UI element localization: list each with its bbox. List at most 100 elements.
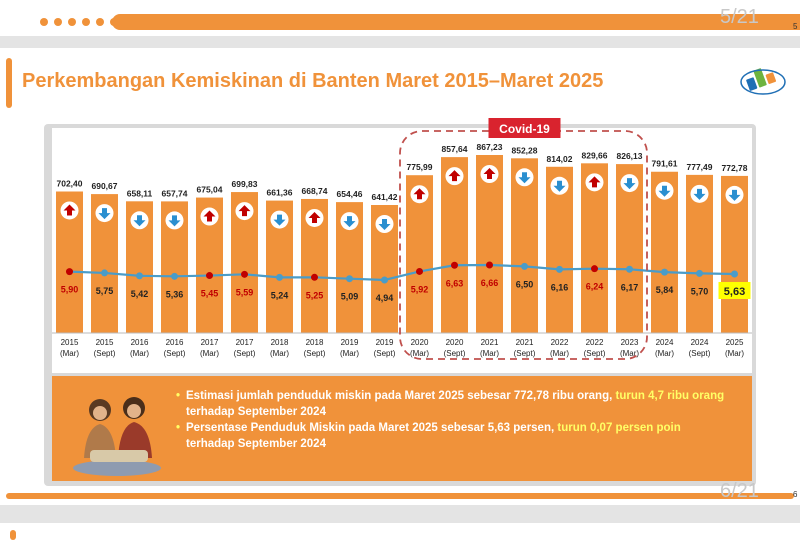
arrow-up-icon <box>483 168 496 179</box>
x-tick-year: 2015 <box>61 338 79 347</box>
line-value-label: 5,90 <box>61 285 79 295</box>
x-tick-period: (Mar) <box>620 349 639 358</box>
chart-area: 702,40 690,67 658,11 657,74 675,04 699,83 661,… <box>52 118 752 373</box>
x-tick-period: (Sept) <box>514 349 536 358</box>
line-point <box>626 265 633 273</box>
slide-separator <box>0 36 800 48</box>
arrow-down-icon <box>518 172 531 184</box>
line-value-label: 5,84 <box>656 285 674 295</box>
arrow-down-icon <box>378 219 391 230</box>
x-tick-year: 2017 <box>236 338 254 347</box>
bar-value-label: 867,23 <box>477 142 503 152</box>
line-point <box>731 270 738 278</box>
x-tick-year: 2015 <box>96 338 114 347</box>
arrow-up-icon <box>308 211 321 223</box>
decor-dot <box>82 18 90 26</box>
x-tick-period: (Mar) <box>200 349 219 358</box>
bar-value-label: 641,42 <box>372 192 398 202</box>
bullet1-tail: terhadap September 2024 <box>186 406 326 418</box>
bar-value-label: 791,61 <box>652 159 678 169</box>
line-value-label: 5,59 <box>236 287 254 297</box>
line-value-label: 6,63 <box>446 278 464 288</box>
arrow-down-icon <box>133 215 146 227</box>
arrow-down-icon <box>273 214 286 226</box>
bar <box>511 158 538 333</box>
x-tick-period: (Mar) <box>725 349 744 358</box>
line-value-label: 5,36 <box>166 289 184 299</box>
x-tick-period: (Sept) <box>94 349 116 358</box>
decor-dots <box>40 18 118 26</box>
bar-value-label: 772,78 <box>722 163 748 173</box>
bar-value-label: 777,49 <box>687 162 713 172</box>
line-point <box>136 272 143 280</box>
page-counter-current: 5/21 <box>720 6 759 28</box>
top-accent-line <box>112 14 800 30</box>
bar-value-label: 775,99 <box>407 162 433 172</box>
x-tick-period: (Sept) <box>304 349 326 358</box>
bullet-poor-population: Estimasi jumlah penduduk miskin pada Mar… <box>176 388 746 420</box>
bar <box>581 163 608 333</box>
x-tick-period: (Mar) <box>655 349 674 358</box>
poverty-chart: 702,40 690,67 658,11 657,74 675,04 699,83 661,… <box>52 118 752 360</box>
line-point <box>521 262 528 270</box>
x-tick-year: 2022 <box>586 338 604 347</box>
bar-value-label: 829,66 <box>582 150 608 160</box>
x-tick-year: 2025 <box>726 338 744 347</box>
x-tick-year: 2019 <box>341 338 359 347</box>
covid-annotation: Covid-19 <box>499 122 550 136</box>
decor-dot <box>54 18 62 26</box>
arrow-down-icon <box>623 178 636 190</box>
slide-title: Perkembangan Kemiskinan di Banten Maret … <box>22 70 604 92</box>
line-point <box>416 267 423 275</box>
bar <box>441 157 468 333</box>
arrow-up-icon <box>203 210 216 222</box>
bar-value-label: 690,67 <box>92 181 118 191</box>
bar <box>616 164 643 333</box>
line-point <box>101 269 108 277</box>
bps-logo-icon <box>740 68 786 95</box>
page-counter-next: 6/21 <box>720 480 759 502</box>
line-point <box>591 265 598 273</box>
bar-value-label: 699,83 <box>232 179 258 189</box>
bar-value-label: 852,28 <box>512 145 538 155</box>
arrow-down-icon <box>98 208 111 220</box>
next-slide-accent <box>10 530 16 540</box>
line-value-label: 5,92 <box>411 284 429 294</box>
line-value-label: 6,17 <box>621 282 639 292</box>
arrow-down-icon <box>553 180 566 192</box>
line-value-label: 5,24 <box>271 290 289 300</box>
arrow-down-icon <box>693 188 706 200</box>
x-tick-period: (Mar) <box>340 349 359 358</box>
line-value-label: 5,09 <box>341 292 359 302</box>
bar-value-label: 668,74 <box>302 186 328 196</box>
line-point <box>311 273 318 281</box>
bar <box>476 155 503 333</box>
covid-label-box <box>488 118 561 138</box>
arrow-down-icon <box>168 215 181 227</box>
x-tick-year: 2018 <box>306 338 324 347</box>
highlight-box <box>718 281 751 299</box>
bullet2-text: Persentase Penduduk Miskin pada Maret 20… <box>186 422 555 434</box>
bullet-poverty-percentage: Persentase Penduduk Miskin pada Maret 20… <box>176 420 746 452</box>
info-bullets: Estimasi jumlah penduduk miskin pada Mar… <box>176 388 746 452</box>
x-tick-period: (Sept) <box>689 349 711 358</box>
line-value-label: 5,45 <box>201 289 219 299</box>
x-tick-year: 2016 <box>131 338 149 347</box>
bullet1-highlight: turun 4,7 ribu orang <box>615 390 725 402</box>
arrow-down-icon <box>658 185 671 197</box>
arrow-up-icon <box>448 170 461 182</box>
x-tick-year: 2016 <box>166 338 184 347</box>
line-point <box>206 272 213 280</box>
x-tick-year: 2024 <box>656 338 674 347</box>
x-tick-year: 2020 <box>446 338 464 347</box>
arrow-down-icon <box>728 189 741 201</box>
line-value-label: 5,75 <box>96 286 114 296</box>
line-point <box>486 261 493 269</box>
line-value-label: 5,70 <box>691 286 709 296</box>
line-point <box>346 275 353 283</box>
line-value-label: 5,25 <box>306 290 324 300</box>
line-value-label: 6,66 <box>481 278 499 288</box>
line-point <box>66 268 73 276</box>
x-tick-period: (Mar) <box>270 349 289 358</box>
page-number-small: 5 <box>793 22 798 31</box>
